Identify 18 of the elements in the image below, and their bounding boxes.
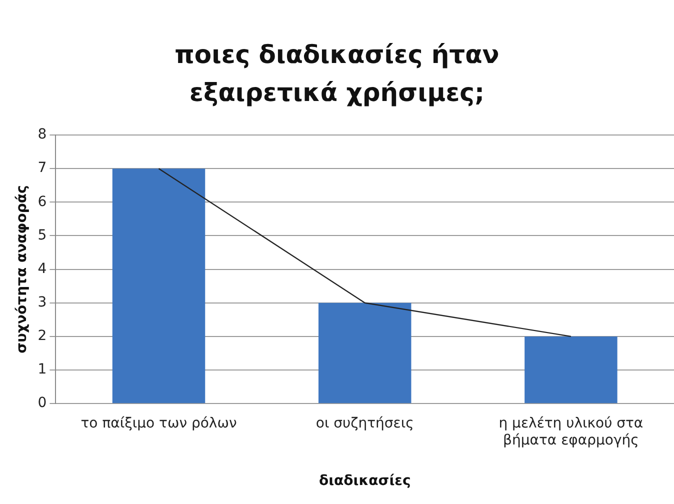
bar — [112, 168, 206, 404]
x-tick-label: η μελέτη υλικού στα βήματα εφαρμογής — [498, 416, 644, 448]
bar — [318, 302, 412, 404]
y-tick-label: 0 — [38, 395, 47, 412]
y-tick-label: 2 — [38, 328, 47, 344]
x-tick-label: το παίξιμο των ρόλων — [80, 416, 237, 432]
y-tick-label: 3 — [38, 294, 47, 311]
y-tick-label: 6 — [38, 194, 47, 210]
chart-title: ποιες διαδικασίες ήταν εξαιρετικά χρήσιμες; — [174, 39, 500, 109]
y-tick-label: 4 — [38, 260, 47, 277]
x-axis-title: διαδικασίες — [318, 473, 411, 490]
y-axis-title: συχνότητα αναφοράς — [14, 185, 30, 354]
x-tick-label: οι συζητήσεις — [316, 416, 414, 432]
y-tick-label: 1 — [38, 362, 47, 378]
y-tick-label: 8 — [38, 126, 47, 143]
y-tick-label: 7 — [38, 160, 47, 176]
bar — [524, 336, 618, 404]
y-tick-label: 5 — [38, 227, 47, 244]
